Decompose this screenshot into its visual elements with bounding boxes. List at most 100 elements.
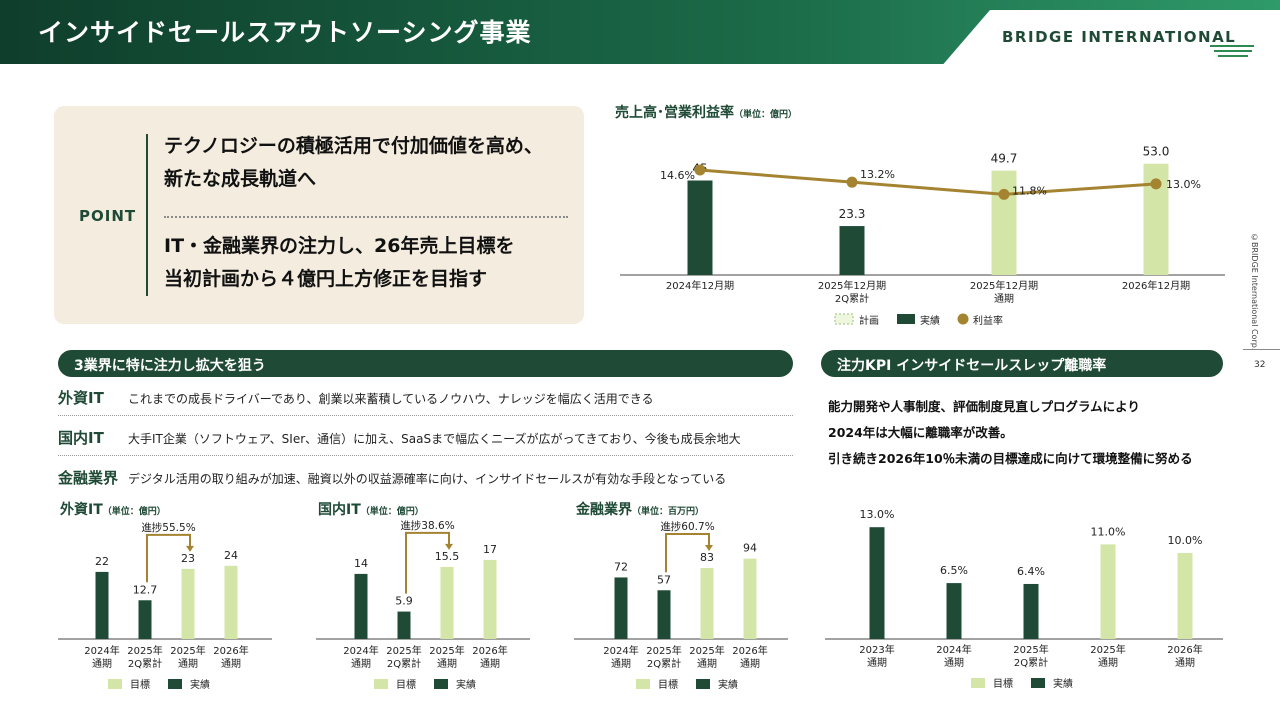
kokunai-chart-unit: （単位：億円） <box>360 507 424 517</box>
data-label: 49.7 <box>991 152 1018 166</box>
bar <box>743 558 757 639</box>
tick-label: 通期 <box>178 658 198 670</box>
bar <box>1177 553 1193 639</box>
bar <box>138 600 152 639</box>
progress-label: 進捗60.7% <box>660 520 714 533</box>
bar <box>946 583 962 639</box>
legend-swatch <box>971 678 985 688</box>
main-chart-title-text: 売上高･営業利益率 <box>615 105 734 121</box>
bar <box>700 568 714 639</box>
data-label: 5.9 <box>395 595 413 608</box>
bar <box>95 571 109 639</box>
page-title: インサイドセールスアウトソーシング事業 <box>38 18 532 47</box>
data-label: 83 <box>700 551 714 564</box>
tick-label: 通期 <box>92 658 112 670</box>
data-label: 17 <box>483 543 497 556</box>
bar <box>483 559 497 639</box>
tick-label: 2024年 <box>936 643 971 656</box>
kinyu-chart-title-text: 金融業界 <box>576 502 632 518</box>
margin-label: 11.8% <box>1012 184 1047 197</box>
data-label: 94 <box>743 542 757 555</box>
bar <box>657 590 671 639</box>
main-chart-title: 売上高･営業利益率（単位：億円） <box>615 102 797 122</box>
bar <box>1100 544 1116 639</box>
point-line-2: 新たな成長軌道へ <box>164 168 317 191</box>
legend-label: 実績 <box>920 314 940 327</box>
data-label: 22 <box>95 555 109 568</box>
legend-label: 目標 <box>130 678 150 691</box>
data-label: 13.0% <box>860 508 895 521</box>
margin-point <box>846 176 858 188</box>
main-chart-unit: （単位：億円） <box>734 110 798 120</box>
legend-swatch <box>957 313 969 325</box>
bar <box>224 565 238 639</box>
industry-name: 金融業界 <box>58 469 119 487</box>
logo-lines-icon <box>1210 42 1254 57</box>
industry-name: 外資IT <box>58 389 104 407</box>
margin-label: 13.0% <box>1166 178 1201 191</box>
kpi-chart: 13.0%2023年通期6.5%2024年通期6.4%2025年2Q累計11.0… <box>825 508 1223 690</box>
tick-label: 通期 <box>611 658 631 670</box>
legend-swatch <box>1031 678 1045 688</box>
tick-label: 通期 <box>697 658 717 670</box>
legend-label: 実績 <box>1053 677 1073 690</box>
tick-label: 通期 <box>867 657 887 669</box>
tick-label: 2026年 <box>732 644 767 657</box>
kinyu-chart-unit: （単位：百万円） <box>632 507 705 517</box>
copyright: ©BRIDGE International Corp. <box>1250 233 1259 351</box>
logo-text: BRIDGE INTERNATIONAL <box>1002 28 1237 46</box>
legend-swatch <box>636 679 650 689</box>
tick-label: 2026年 <box>1167 643 1202 656</box>
industries-heading: 3業界に特に注力し拡大を狙う <box>58 350 793 377</box>
data-label: 15.5 <box>435 550 460 563</box>
tick-label: 2024年 <box>343 644 378 657</box>
page-rule <box>1243 349 1280 350</box>
gaishi-chart: 222024年通期12.72025年2Q累計232025年通期242026年通期… <box>58 521 272 691</box>
bar <box>440 566 454 639</box>
data-label: 72 <box>614 560 628 573</box>
legend-swatch <box>108 679 122 689</box>
tick-label: 2025年 <box>170 644 205 657</box>
tick-label: 2025年 <box>386 644 421 657</box>
kpi-text: 能力開発や人事制度、評価制度見直しプログラムにより 2024年は大幅に離職率が改… <box>828 394 1193 472</box>
bar <box>839 226 865 275</box>
industry-desc: デジタル活用の取り組みが加速、融資以外の収益源確率に向け、インサイドセールスが有… <box>128 472 727 486</box>
tick-label: 通期 <box>480 658 500 670</box>
legend-label: 目標 <box>658 678 678 691</box>
data-label: 53.0 <box>1143 145 1170 159</box>
bar <box>869 527 885 639</box>
margin-point <box>694 164 706 176</box>
progress-arrowhead <box>445 543 453 550</box>
tick-label: 2024年12月期 <box>666 279 734 292</box>
legend-label: 実績 <box>456 678 476 691</box>
tick-label: 2025年 <box>127 644 162 657</box>
main-chart: 452024年12月期23.32025年12月期2Q累計49.72025年12月… <box>620 145 1225 327</box>
bar <box>687 180 713 275</box>
kpi-line-3: 引き続き2026年10％未満の目標達成に向けて環境整備に努める <box>828 451 1193 466</box>
tick-label: 2Q累計 <box>387 657 421 670</box>
bar <box>181 568 195 639</box>
industry-row: 国内IT 大手IT企業（ソフトウェア、SIer、通信）に加え、SaaSまで幅広く… <box>58 425 793 456</box>
legend-label: 実績 <box>190 678 210 691</box>
tick-label: 2024年 <box>84 644 119 657</box>
data-label: 6.4% <box>1017 565 1045 578</box>
point-line-1: テクノロジーの積極活用で付加価値を高め、 <box>164 135 543 157</box>
kokunai-chart: 142024年通期5.92025年2Q累計15.52025年通期172026年通… <box>316 519 530 691</box>
legend-label: 目標 <box>396 678 416 691</box>
tick-label: 通期 <box>1098 657 1118 669</box>
progress-arrowhead <box>705 545 713 552</box>
point-message-2: IT・金融業界の注力し、26年売上目標を 当初計画から４億円上方修正を目指す <box>164 230 514 297</box>
point-box: POINT テクノロジーの積極活用で付加価値を高め、 新たな成長軌道へ IT・金… <box>54 106 584 324</box>
legend-swatch <box>696 679 710 689</box>
industry-row: 金融業界 デジタル活用の取り組みが加速、融資以外の収益源確率に向け、インサイドセ… <box>58 465 793 496</box>
tick-label: 2025年12月期 <box>818 279 886 292</box>
tick-label: 2026年 <box>472 644 507 657</box>
progress-arrow <box>665 533 710 573</box>
tick-label: 通期 <box>1175 657 1195 669</box>
kpi-line-2: 2024年は大幅に離職率が改善。 <box>828 425 1013 440</box>
margin-label: 14.6% <box>660 169 695 182</box>
tick-label: 2025年 <box>1090 643 1125 656</box>
legend-swatch <box>168 679 182 689</box>
progress-arrow <box>405 531 450 594</box>
